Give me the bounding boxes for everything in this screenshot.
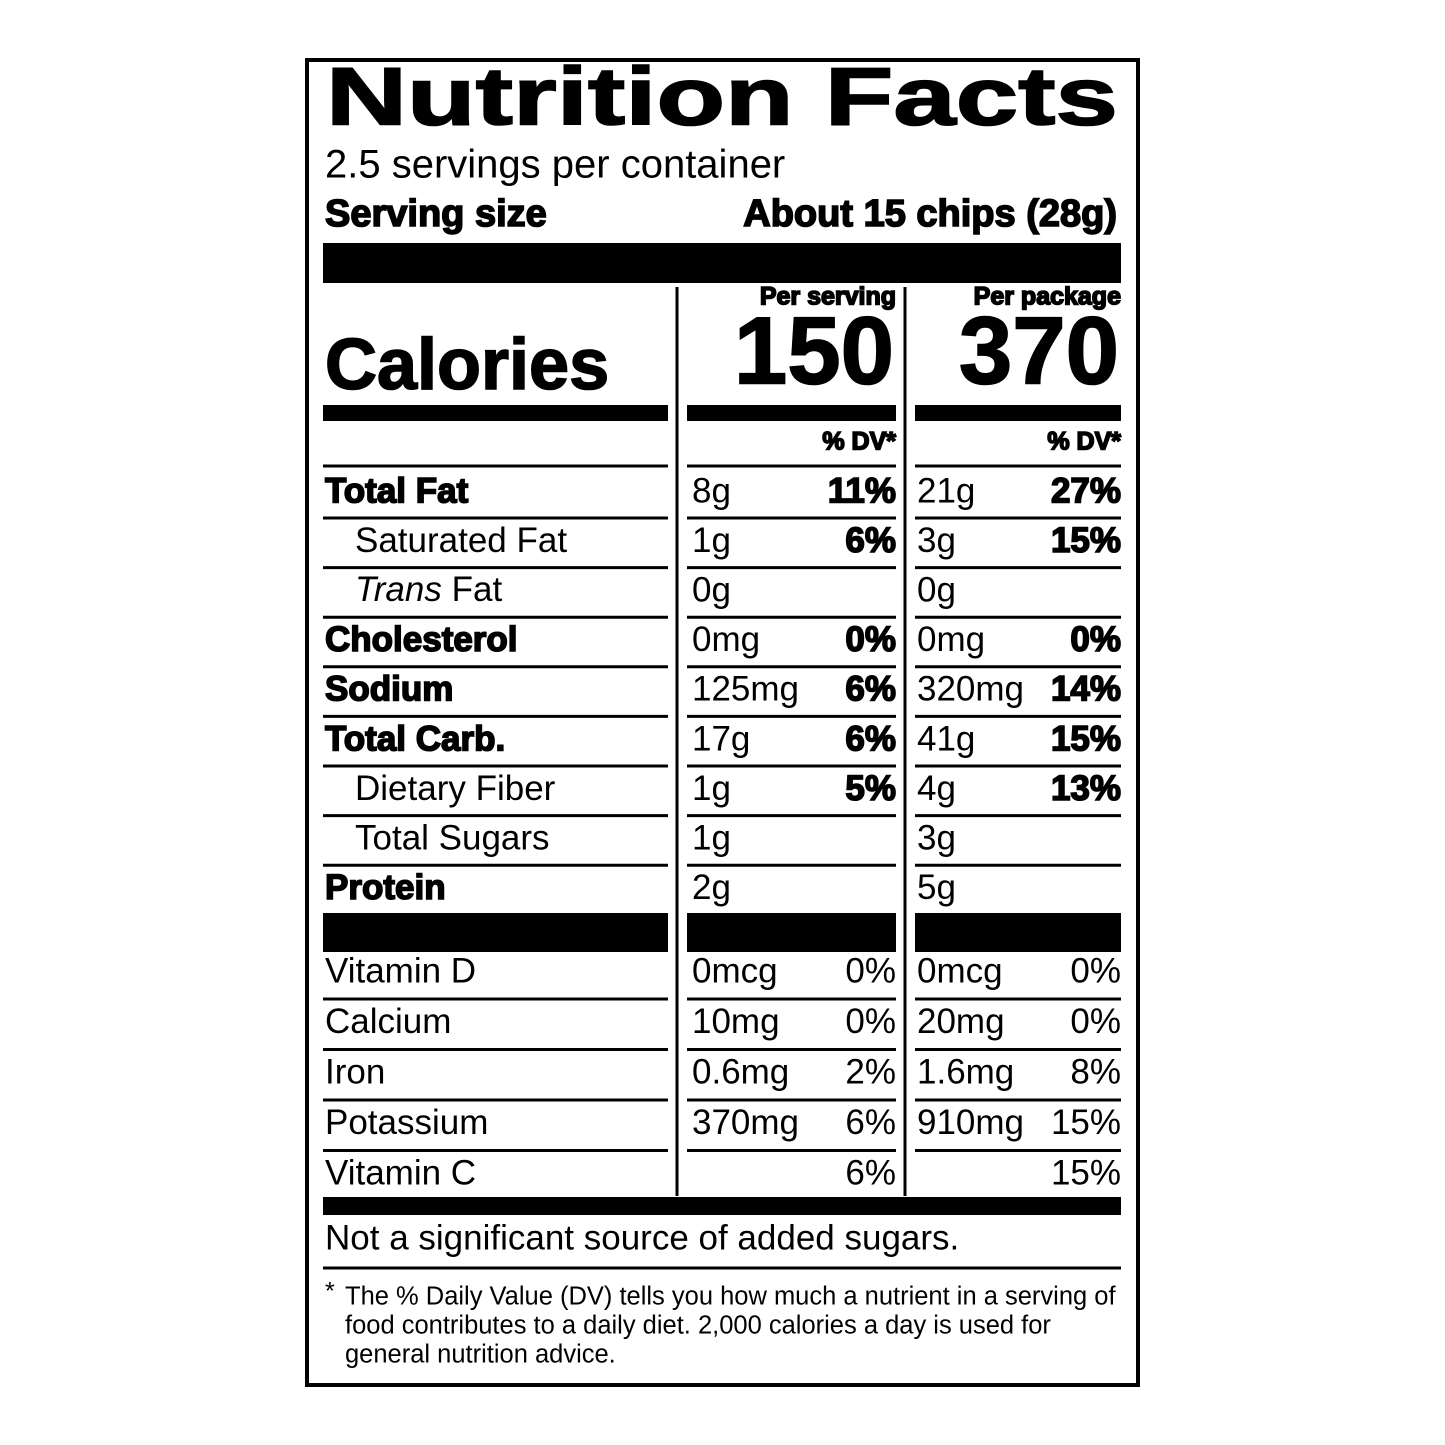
daily-value: 6%: [845, 521, 896, 560]
amount: 910mg: [917, 1103, 1024, 1142]
daily-value: 15%: [1051, 1103, 1121, 1142]
calories-value: 370: [959, 297, 1119, 404]
amount: 3g: [917, 521, 956, 560]
footnote: food contributes to a daily diet. 2,000 …: [345, 1312, 1051, 1340]
nutrient-name: Saturated Fat: [355, 521, 567, 560]
amount: 125mg: [692, 670, 799, 709]
footnote: general nutrition advice.: [345, 1341, 616, 1369]
bar: [687, 405, 896, 421]
amount: 0mg: [917, 620, 985, 659]
amount: 0mcg: [692, 951, 778, 990]
amount: 1.6mg: [917, 1052, 1014, 1091]
amount: 10mg: [692, 1002, 780, 1041]
amount: 370mg: [692, 1103, 799, 1142]
column-header: Per package: [974, 283, 1121, 311]
label-border: [305, 58, 1140, 1387]
amount: 0.6mg: [692, 1052, 789, 1091]
bar: [323, 913, 668, 952]
nutrient-name: Sodium: [325, 670, 453, 709]
thick-bar: [323, 1197, 1121, 1215]
bar: [915, 405, 1121, 421]
footnote-marker: *: [325, 1278, 335, 1306]
daily-value: 15%: [1051, 719, 1121, 758]
daily-value: 2%: [845, 1052, 896, 1091]
bar: [687, 913, 896, 952]
daily-value: 5%: [845, 769, 896, 808]
daily-value: 14%: [1051, 670, 1121, 709]
amount: 1g: [692, 818, 731, 857]
calories-value: 150: [734, 297, 894, 404]
daily-value: 0%: [1070, 620, 1121, 659]
serving-size-label: Serving size: [325, 193, 547, 235]
daily-value: 8%: [1070, 1052, 1121, 1091]
amount: 0g: [692, 570, 731, 609]
amount: 1g: [692, 521, 731, 560]
daily-value: 6%: [845, 1103, 896, 1142]
amount: 2g: [692, 868, 731, 907]
daily-value: 11%: [828, 471, 896, 510]
nutrient-name: Protein: [325, 868, 446, 907]
amount: 320mg: [917, 670, 1024, 709]
bar: [915, 913, 1121, 952]
nutrient-name-italic: Trans: [355, 570, 442, 609]
daily-value: 27%: [1051, 471, 1121, 510]
nutrient-name: Cholesterol: [325, 620, 518, 659]
added-sugars-note: Not a significant source of added sugars…: [325, 1218, 959, 1257]
nutrient-name: Total Carb.: [325, 719, 505, 758]
daily-value: 0%: [1070, 1002, 1121, 1041]
amount: 41g: [917, 719, 975, 758]
calories-label: Calories: [325, 325, 609, 405]
footnote: The % Daily Value (DV) tells you how muc…: [345, 1283, 1116, 1311]
amount: 17g: [692, 719, 750, 758]
daily-value: 0%: [845, 620, 896, 659]
daily-value: 15%: [1051, 1153, 1121, 1192]
amount: 20mg: [917, 1002, 1005, 1041]
column-header: Per serving: [760, 283, 896, 311]
amount: 3g: [917, 818, 956, 857]
nutrient-name: Trans Fat: [355, 570, 502, 609]
dv-header: % DV*: [822, 428, 896, 456]
daily-value: 0%: [845, 951, 896, 990]
daily-value: 6%: [845, 719, 896, 758]
dv-header: % DV*: [1047, 428, 1121, 456]
title: Nutrition Facts: [326, 52, 1118, 143]
vitamin-name: Vitamin D: [325, 951, 476, 990]
amount: 21g: [917, 471, 975, 510]
amount: 5g: [917, 868, 956, 907]
daily-value: 13%: [1051, 769, 1121, 808]
daily-value: 0%: [1070, 951, 1121, 990]
vitamin-name: Potassium: [325, 1103, 488, 1142]
vitamin-name: Iron: [325, 1052, 385, 1091]
vitamin-name: Calcium: [325, 1002, 451, 1041]
servings-per-container: 2.5 servings per container: [325, 143, 785, 187]
thick-bar: [323, 243, 1121, 283]
amount: 1g: [692, 769, 731, 808]
serving-size-value: About 15 chips (28g): [743, 193, 1117, 235]
daily-value: 0%: [845, 1002, 896, 1041]
vitamin-name: Vitamin C: [325, 1153, 476, 1192]
nutrient-name: Dietary Fiber: [355, 769, 556, 808]
amount: 0mcg: [917, 951, 1003, 990]
amount: 4g: [917, 769, 956, 808]
nutrient-name: Total Fat: [325, 471, 469, 510]
daily-value: 6%: [845, 1153, 896, 1192]
nutrient-name: Total Sugars: [355, 818, 550, 857]
daily-value: 15%: [1051, 521, 1121, 560]
bar: [323, 405, 668, 421]
daily-value: 6%: [845, 670, 896, 709]
amount: 0mg: [692, 620, 760, 659]
amount: 0g: [917, 570, 956, 609]
amount: 8g: [692, 471, 731, 510]
nutrient-name-rest: Fat: [452, 570, 503, 609]
